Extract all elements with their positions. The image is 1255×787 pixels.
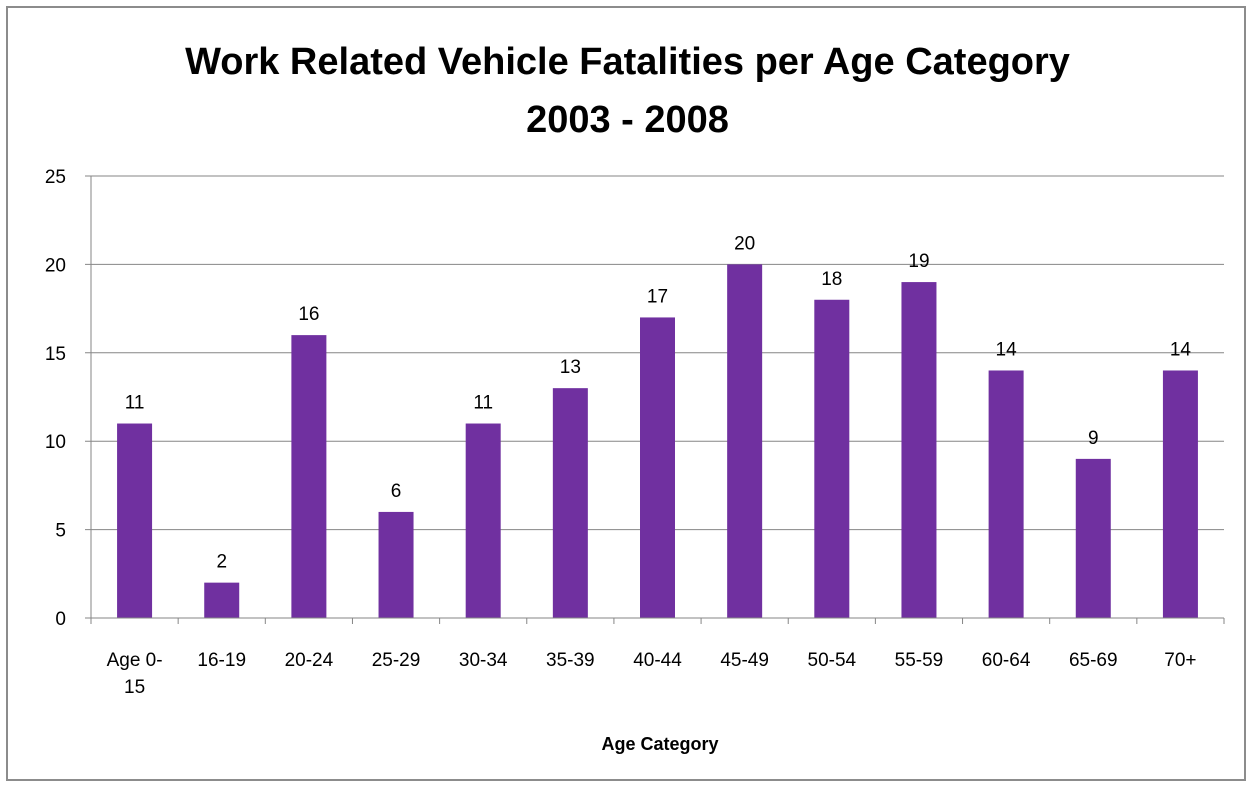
data-label: 11 (473, 393, 493, 414)
bar (117, 423, 153, 618)
bar (1162, 370, 1198, 618)
bar (814, 299, 850, 618)
x-tick-label: 70+ (1164, 650, 1196, 671)
data-label: 20 (734, 233, 755, 254)
data-label: 14 (1170, 339, 1192, 360)
bar (552, 388, 588, 618)
x-tick-label: 60-64 (982, 650, 1031, 671)
x-tick-label: 40-44 (633, 650, 682, 671)
x-tick-label: 16-19 (197, 650, 246, 671)
data-label: 14 (996, 339, 1018, 360)
bar (204, 582, 240, 618)
bar (378, 511, 414, 618)
x-tick-label: Age 0- (107, 650, 163, 671)
bar (1075, 458, 1111, 618)
x-tick-label: 55-59 (895, 650, 944, 671)
labels: 0 5 10 15 20 25 11 Age 0- 15 2 16-19 16 20-24 6 25-29 1… (45, 167, 1197, 698)
y-tick-label: 0 (55, 609, 66, 630)
y-tick-label: 5 (55, 521, 66, 542)
y-tick-label: 10 (45, 432, 66, 453)
x-tick-label: 35-39 (546, 650, 595, 671)
x-tick-label: 25-29 (372, 650, 421, 671)
bar (727, 264, 763, 618)
chart-frame (6, 6, 1246, 781)
bar (988, 370, 1024, 618)
chart-subtitle: 2003 - 2008 (526, 99, 729, 141)
x-tick-label: 20-24 (285, 650, 334, 671)
bars (117, 264, 1198, 618)
y-tick-label: 15 (45, 344, 66, 365)
data-label: 16 (298, 304, 319, 325)
bar (291, 335, 327, 618)
x-tick-label: 15 (124, 677, 145, 698)
data-label: 18 (821, 269, 842, 290)
y-tick-label: 25 (45, 167, 66, 188)
data-label: 6 (391, 481, 402, 502)
data-label: 2 (216, 552, 227, 573)
bar (465, 423, 501, 618)
data-label: 19 (908, 251, 929, 272)
bar (901, 282, 937, 618)
x-tick-label: 45-49 (720, 650, 769, 671)
x-tick-label: 50-54 (808, 650, 857, 671)
x-tick-label: 30-34 (459, 650, 508, 671)
y-tick-label: 20 (45, 255, 66, 276)
x-axis-label: Age Category (601, 734, 718, 754)
axes (85, 176, 1225, 624)
data-label: 13 (560, 357, 581, 378)
x-tick-label: 65-69 (1069, 650, 1118, 671)
data-label: 17 (647, 286, 668, 307)
data-label: 11 (125, 393, 145, 414)
bar (640, 317, 675, 618)
data-label: 9 (1088, 428, 1099, 449)
chart-title: Work Related Vehicle Fatalities per Age … (185, 41, 1070, 83)
